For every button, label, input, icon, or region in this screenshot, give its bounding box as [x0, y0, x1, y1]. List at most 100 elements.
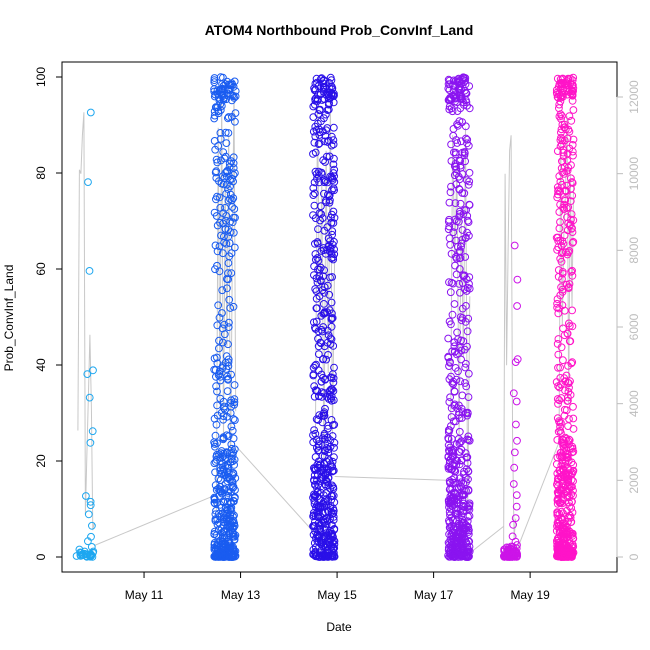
data-point: [212, 551, 221, 560]
data-point: [463, 408, 472, 417]
data-point: [227, 422, 236, 431]
data-point: [310, 84, 319, 93]
data-point: [311, 453, 320, 461]
data-point: [510, 463, 519, 472]
data-point: [310, 522, 318, 531]
y-tick-label: 60: [34, 262, 48, 276]
data-point: [311, 239, 319, 248]
data-point: [322, 476, 330, 484]
data-point: [455, 491, 464, 500]
data-point: [320, 178, 329, 187]
data-point: [559, 356, 567, 365]
data-point: [210, 78, 219, 87]
data-point: [513, 541, 521, 549]
data-point: [565, 337, 574, 346]
secondary-line-segment: [215, 89, 237, 512]
data-point: [446, 288, 455, 297]
data-point: [512, 420, 520, 429]
secondary-line-segment: [77, 112, 95, 531]
data-point: [229, 213, 238, 222]
data-point: [326, 514, 334, 523]
data-point: [458, 502, 467, 511]
data-point: [314, 350, 323, 359]
data-point: [229, 434, 238, 443]
data-point: [461, 359, 470, 368]
data-point: [328, 85, 336, 94]
data-point: [512, 491, 521, 500]
data-point: [513, 302, 521, 310]
data-point: [330, 453, 338, 462]
data-point: [563, 250, 572, 259]
data-point: [309, 113, 318, 121]
data-point: [217, 503, 226, 512]
data-point: [554, 335, 563, 343]
data-point: [458, 304, 467, 313]
data-point: [456, 210, 464, 218]
data-point: [446, 240, 455, 249]
data-point: [567, 267, 575, 276]
data-point: [229, 83, 238, 91]
data-point: [456, 247, 464, 255]
data-point: [219, 338, 227, 347]
data-point: [460, 86, 469, 95]
data-point: [327, 535, 335, 544]
data-point: [463, 517, 472, 526]
secondary-line-bridge: [334, 476, 451, 481]
data-point: [327, 541, 335, 549]
data-point: [464, 432, 473, 441]
data-point: [311, 86, 320, 94]
data-point: [210, 76, 219, 84]
data-point: [461, 535, 470, 543]
data-point: [460, 467, 468, 476]
data-point: [215, 344, 223, 353]
data-point: [456, 82, 465, 91]
data-point: [456, 313, 465, 322]
data-point: [225, 515, 234, 524]
data-point: [326, 526, 335, 535]
data-point: [567, 359, 576, 368]
data-point: [225, 85, 234, 94]
data-point: [228, 96, 236, 105]
data-point: [330, 165, 339, 174]
data-point: [218, 286, 227, 295]
data-point: [462, 98, 471, 107]
data-point: [569, 238, 578, 246]
data-point: [326, 237, 335, 246]
data-point: [86, 438, 95, 447]
data-point: [329, 387, 338, 395]
data-point: [212, 486, 221, 494]
data-point: [314, 334, 322, 343]
data-point: [561, 125, 570, 134]
data-point: [563, 166, 572, 175]
data-point: [221, 405, 230, 414]
plot-border: [61, 61, 618, 573]
data-point: [453, 532, 461, 541]
data-point: [560, 231, 569, 240]
data-point: [330, 237, 338, 246]
series-group: [500, 241, 522, 561]
data-point: [561, 551, 569, 560]
data-point: [87, 543, 96, 551]
data-point: [216, 476, 225, 484]
data-point: [559, 483, 568, 492]
data-point: [451, 159, 460, 168]
data-point: [560, 474, 569, 482]
data-point: [449, 86, 458, 95]
data-point: [224, 114, 232, 123]
data-point: [452, 169, 461, 178]
data-point: [564, 393, 572, 402]
data-point: [559, 84, 568, 93]
data-point: [309, 438, 318, 447]
x-tick-label: May 15: [317, 588, 357, 602]
data-point: [321, 435, 329, 444]
data-point: [568, 90, 577, 99]
data-point: [321, 110, 330, 119]
data-point: [222, 139, 231, 148]
data-point: [212, 382, 221, 391]
data-point: [213, 387, 221, 396]
y-tick-label: 0: [34, 553, 48, 560]
data-point: [465, 104, 474, 113]
data-point: [458, 226, 467, 234]
data-point: [322, 514, 331, 523]
data-point: [458, 551, 467, 559]
